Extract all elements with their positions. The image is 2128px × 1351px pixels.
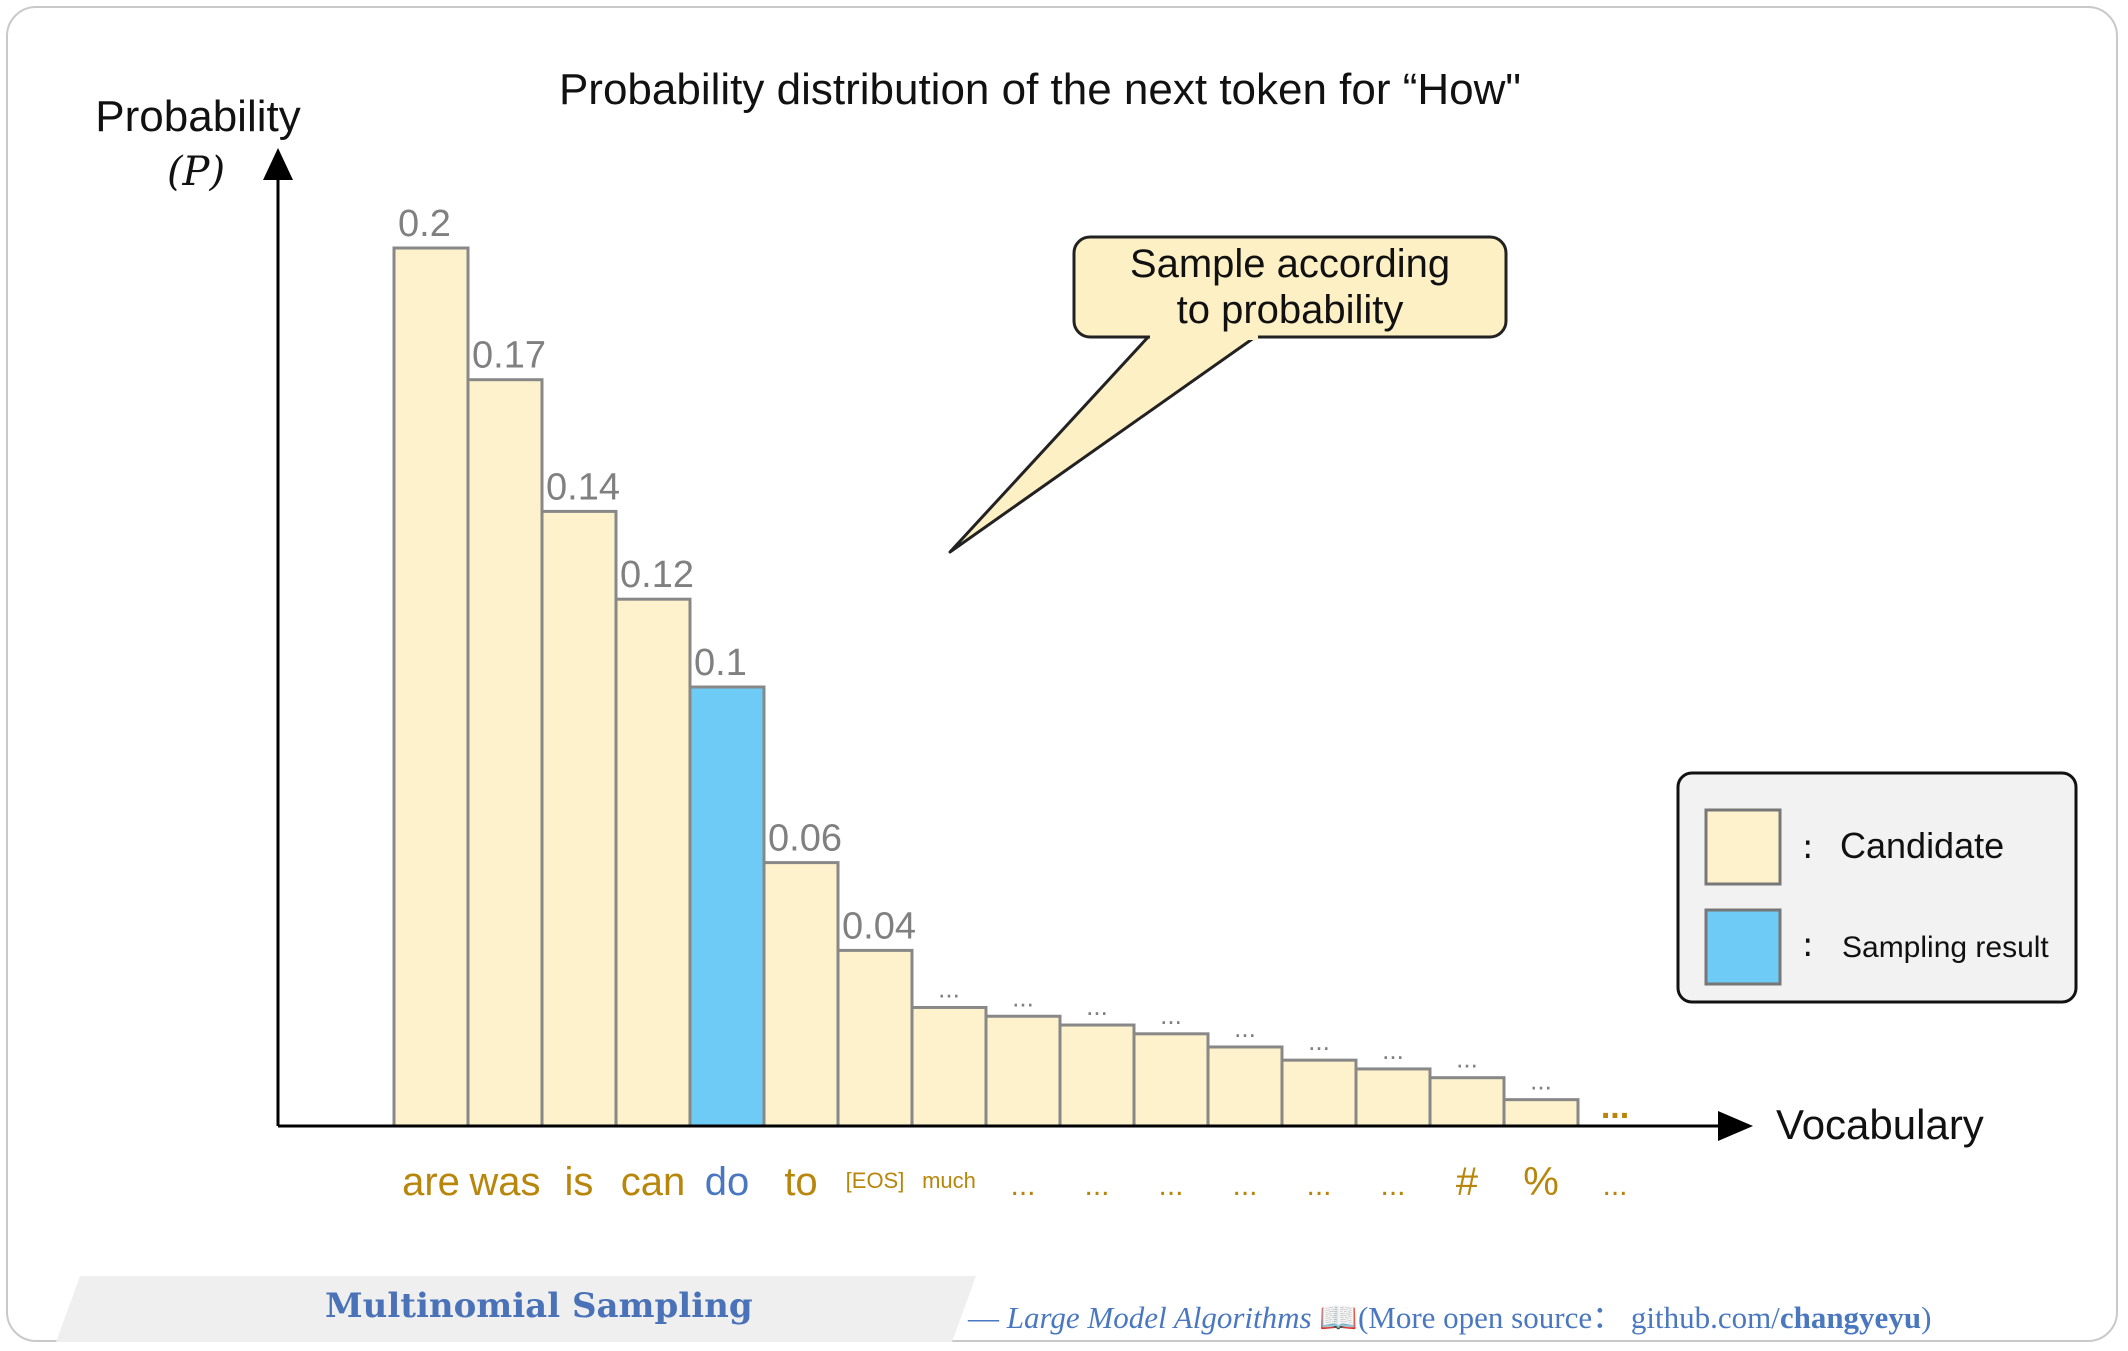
y-axis-label: Probability: [95, 92, 300, 141]
footer-source-prefix: (More open source： github.com/: [1357, 1300, 1780, 1335]
value-label-15: ...: [1530, 1066, 1552, 1096]
value-labels-group: 0.2 0.17 0.14 0.12 0.1 0.06 0.04..............…: [398, 203, 1629, 1126]
value-label-8: ...: [1012, 982, 1034, 1012]
bar-13: [1354, 1067, 1432, 1128]
value-label-1: 0.17: [472, 335, 546, 377]
value-label-12: ...: [1308, 1026, 1330, 1056]
category-label-15: %: [1523, 1160, 1559, 1204]
category-label-1: was: [468, 1160, 540, 1204]
footer-source-user[interactable]: changyeyu: [1779, 1300, 1922, 1335]
x-axis-arrow: [1718, 1111, 1753, 1141]
category-label-10: ...: [1158, 1169, 1183, 1202]
footer-source-suffix: ): [1921, 1300, 1932, 1335]
value-label-4: 0.1: [694, 642, 747, 684]
category-label-7: much: [922, 1168, 976, 1193]
value-label-7: ...: [938, 973, 960, 1003]
bar-3: [614, 597, 692, 1128]
bar-5: [762, 861, 840, 1128]
category-label-0: are: [402, 1160, 460, 1204]
value-label-0: 0.2: [398, 203, 451, 245]
bar-8: [984, 1014, 1062, 1128]
callout-line-1: Sample according: [1130, 242, 1450, 286]
value-label-14: ...: [1456, 1044, 1478, 1074]
category-label-12: ...: [1306, 1169, 1331, 1202]
legend-swatch-candidate: [1704, 808, 1782, 886]
bar-2: [540, 509, 618, 1128]
bar-0: [392, 246, 470, 1128]
footer-dash: —: [968, 1300, 1007, 1335]
footer-method-title: Multinomial Sampling: [325, 1286, 753, 1326]
footer-credit: — Large Model Algorithms 📖(More open sou…: [968, 1292, 1931, 1337]
category-label-3: can: [621, 1160, 686, 1204]
bar-7: [910, 1005, 988, 1128]
y-axis-arrow: [263, 148, 293, 180]
legend-label-sampled: Sampling result: [1842, 931, 2049, 964]
bar-11: [1206, 1045, 1284, 1128]
legend: : Candidate : Sampling result: [1676, 771, 2078, 1004]
legend-sep-2: :: [1802, 925, 1813, 965]
bar-1: [466, 378, 544, 1128]
value-label-13: ...: [1382, 1035, 1404, 1065]
value-label-6: 0.04: [842, 905, 916, 947]
x-axis-label: Vocabulary: [1776, 1101, 1984, 1148]
bar-15: [1502, 1098, 1580, 1128]
legend-sep-1: :: [1802, 827, 1813, 867]
category-label-13: ...: [1380, 1169, 1405, 1202]
chart-title: Probability distribution of the next tok…: [559, 65, 1521, 114]
category-label-4: do: [705, 1160, 750, 1204]
bars-group: [392, 246, 1580, 1128]
category-label-5: to: [784, 1160, 817, 1204]
callout-line-2: to probability: [1177, 288, 1404, 332]
bar-6: [836, 948, 914, 1128]
category-label-14: #: [1456, 1160, 1479, 1204]
value-label-10: ...: [1160, 1000, 1182, 1030]
footer-book-title: Large Model Algorithms: [1006, 1300, 1312, 1335]
category-label-2: is: [565, 1160, 594, 1204]
bar-4: [688, 685, 766, 1128]
legend-label-candidate: Candidate: [1840, 825, 2004, 866]
trailing-category-label: ...: [1602, 1169, 1627, 1202]
bar-10: [1132, 1032, 1210, 1128]
category-labels-group: are was is can do to [EOS] much................…: [402, 1160, 1627, 1204]
category-label-8: ...: [1010, 1169, 1035, 1202]
category-label-11: ...: [1232, 1169, 1257, 1202]
legend-swatch-sampled: [1704, 908, 1782, 986]
callout-box: [1072, 235, 1508, 339]
callout-pointer: [948, 333, 1260, 554]
value-label-5: 0.06: [768, 818, 842, 860]
bar-14: [1428, 1076, 1506, 1128]
category-label-6: [EOS]: [846, 1168, 905, 1193]
trailing-bar-label: ...: [1601, 1088, 1629, 1126]
book-icon: 📖: [1319, 1300, 1358, 1335]
value-label-9: ...: [1086, 991, 1108, 1021]
callout: Sample according to probability: [948, 235, 1508, 554]
footer-band: [56, 1276, 976, 1342]
category-label-9: ...: [1084, 1169, 1109, 1202]
value-label-2: 0.14: [546, 466, 620, 508]
value-label-11: ...: [1234, 1013, 1256, 1043]
bar-9: [1058, 1023, 1136, 1128]
value-label-3: 0.12: [620, 554, 694, 596]
y-axis-symbol: (P): [167, 149, 225, 195]
bar-12: [1280, 1058, 1358, 1128]
